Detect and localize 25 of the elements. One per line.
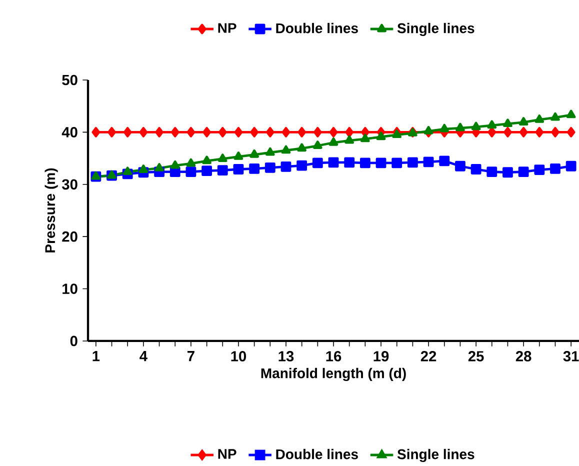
x-tick-label: 16	[326, 351, 342, 362]
x-tick-label: 7	[188, 351, 194, 362]
text: Double lines	[276, 448, 358, 460]
legend-label: Double lines	[276, 22, 358, 34]
x-tick-label: 1	[92, 351, 100, 362]
x-tick-label: 22	[420, 351, 436, 362]
x-tick-label: 31	[563, 351, 579, 362]
y-tick-label: 0	[70, 336, 78, 346]
legend-label: Single lines	[397, 22, 474, 36]
legend-label: NP	[218, 23, 236, 33]
x-tick-label: 25	[468, 351, 484, 362]
y-tick-label: 20	[62, 231, 78, 242]
x-tick-label: 28	[516, 351, 532, 362]
y-tick-label: 40	[62, 127, 78, 138]
x-tick-label: 10	[231, 351, 246, 362]
text: Single lines	[397, 448, 474, 462]
y-axis-title: Pressure (m)	[44, 168, 58, 252]
y-tick-label: 30	[62, 179, 78, 190]
y-tick-label: 50	[62, 74, 78, 86]
text: NP	[218, 449, 236, 459]
x-tick-label: 19	[374, 351, 389, 362]
y-tick-label: 10	[62, 284, 78, 294]
x-axis-title: Manifold length (m (d)	[261, 368, 406, 382]
x-tick-label: 13	[278, 351, 294, 362]
x-tick-label: 4	[140, 351, 148, 362]
